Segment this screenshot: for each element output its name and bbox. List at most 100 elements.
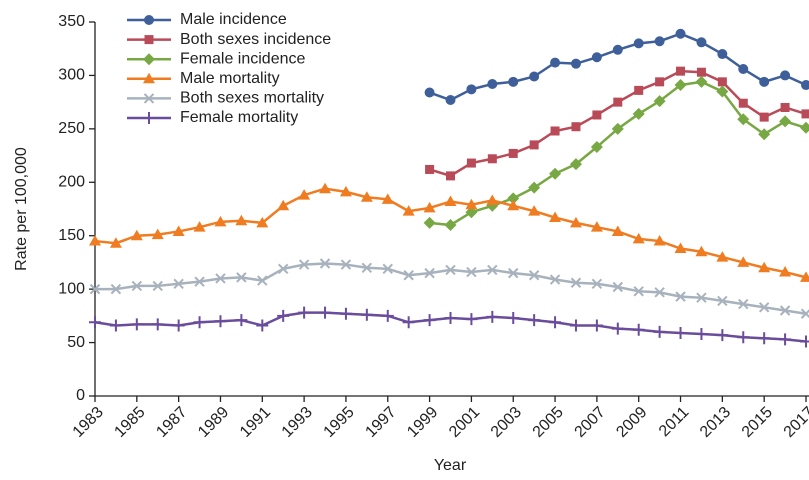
- marker: [529, 71, 540, 82]
- marker: [298, 189, 311, 200]
- x-tick-label: 2003: [488, 404, 525, 441]
- marker: [695, 75, 708, 88]
- marker: [193, 316, 206, 329]
- marker: [131, 280, 143, 292]
- marker: [801, 109, 809, 119]
- marker: [277, 309, 290, 322]
- marker: [780, 70, 791, 81]
- marker: [653, 235, 666, 246]
- marker: [695, 245, 708, 257]
- legend-label: Male mortality: [180, 70, 280, 87]
- x-axis-label: Year: [434, 457, 467, 474]
- marker: [446, 171, 455, 181]
- marker: [696, 67, 706, 77]
- marker: [779, 305, 791, 316]
- marker: [758, 128, 771, 141]
- marker: [423, 216, 436, 229]
- marker: [507, 192, 520, 205]
- marker: [235, 314, 248, 327]
- marker: [717, 49, 728, 60]
- marker: [550, 126, 560, 136]
- marker: [571, 122, 581, 132]
- marker: [339, 307, 352, 320]
- marker: [277, 263, 289, 275]
- marker: [445, 264, 456, 276]
- marker: [569, 158, 582, 171]
- marker: [465, 313, 478, 326]
- marker: [215, 273, 226, 284]
- marker: [507, 311, 520, 324]
- x-tick-label: 2013: [697, 404, 734, 441]
- marker: [632, 107, 645, 120]
- marker: [758, 261, 771, 273]
- marker: [361, 262, 373, 273]
- marker: [193, 221, 206, 232]
- marker: [634, 85, 644, 95]
- marker: [611, 122, 624, 135]
- marker: [360, 308, 373, 321]
- marker: [716, 329, 729, 342]
- marker: [110, 283, 122, 295]
- marker: [549, 211, 562, 223]
- x-tick-label: 2001: [446, 404, 483, 441]
- marker: [236, 272, 247, 283]
- x-tick-label: 1999: [404, 404, 441, 441]
- marker: [759, 112, 769, 122]
- marker: [653, 95, 666, 108]
- marker: [611, 322, 624, 335]
- y-tick-label: 100: [58, 280, 85, 297]
- marker: [507, 199, 520, 211]
- marker: [486, 310, 499, 323]
- x-tick-label: 2005: [530, 404, 567, 441]
- marker: [173, 278, 184, 290]
- marker: [425, 164, 435, 174]
- marker: [674, 79, 687, 92]
- marker: [423, 314, 436, 327]
- marker: [590, 221, 603, 232]
- marker: [143, 93, 155, 104]
- x-tick-label: 1989: [195, 404, 232, 441]
- marker: [674, 326, 687, 339]
- marker: [738, 98, 748, 108]
- marker: [109, 319, 122, 332]
- marker: [445, 95, 456, 106]
- marker: [151, 318, 164, 331]
- marker: [151, 228, 164, 240]
- y-tick-label: 350: [58, 13, 85, 30]
- marker: [381, 193, 394, 204]
- marker: [676, 66, 686, 76]
- marker: [528, 205, 541, 216]
- y-tick-label: 200: [58, 174, 85, 191]
- marker: [528, 314, 541, 327]
- marker: [528, 270, 540, 281]
- marker: [549, 167, 562, 180]
- y-tick-label: 250: [58, 120, 85, 137]
- marker: [423, 201, 436, 213]
- y-tick-label: 300: [58, 67, 85, 84]
- marker: [717, 77, 727, 87]
- marker: [590, 141, 603, 154]
- marker: [653, 325, 666, 338]
- marker: [89, 235, 101, 246]
- marker: [737, 331, 750, 344]
- marker: [487, 264, 498, 276]
- x-tick-label: 1995: [321, 404, 358, 441]
- marker: [444, 311, 457, 324]
- x-tick-label: 1983: [70, 404, 107, 441]
- marker: [759, 76, 770, 87]
- marker: [550, 57, 561, 68]
- series-line: [429, 32, 807, 102]
- marker: [738, 64, 749, 75]
- marker: [257, 275, 268, 286]
- marker: [235, 214, 248, 226]
- marker: [591, 278, 603, 290]
- x-tick-label: 2007: [572, 404, 609, 441]
- marker: [319, 306, 332, 319]
- marker: [381, 309, 394, 322]
- marker: [675, 28, 686, 39]
- marker: [529, 140, 539, 150]
- marker: [152, 280, 163, 292]
- marker: [144, 15, 154, 25]
- marker: [633, 286, 644, 297]
- marker: [528, 181, 541, 194]
